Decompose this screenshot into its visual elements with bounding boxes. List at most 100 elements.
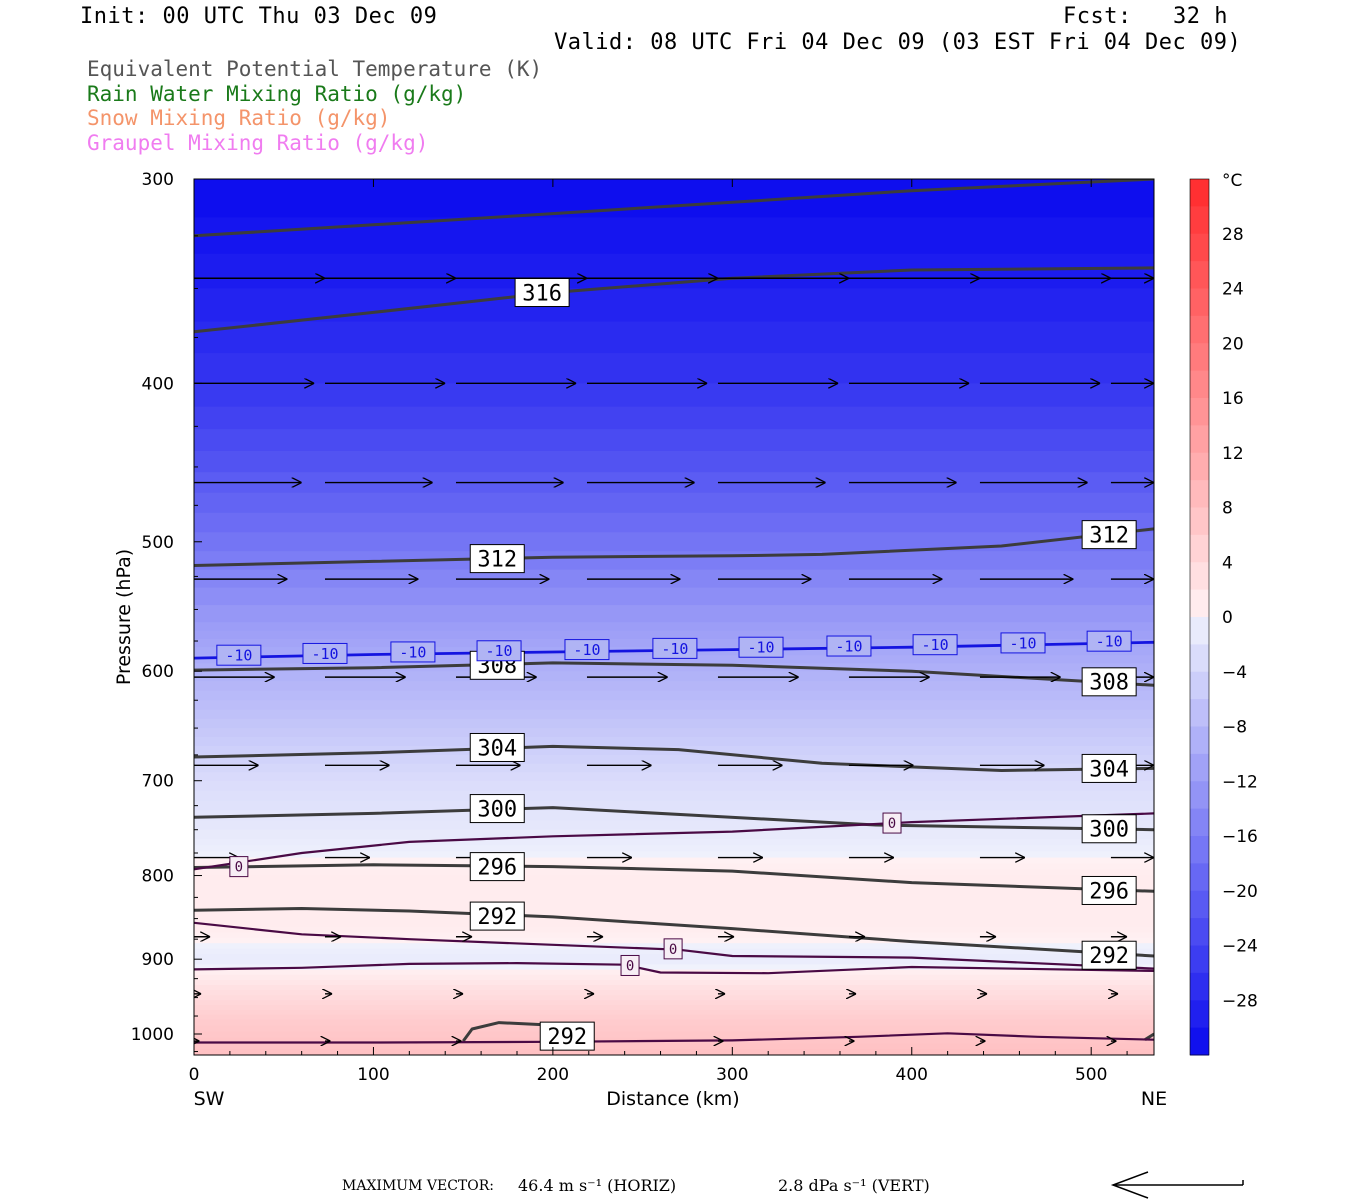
minus10-label: -10 — [1096, 633, 1123, 651]
colorbar-swatch — [1190, 398, 1209, 426]
plot-frame — [193, 178, 1155, 1056]
colorbar-swatch — [1190, 370, 1209, 399]
temperature-band — [194, 718, 1154, 729]
temperature-band — [194, 820, 1154, 831]
y-axis-label: Pressure (hPa) — [113, 549, 135, 685]
theta-e-label-box — [539, 1021, 595, 1051]
colorbar: 28 24 20 16 12 8 4 0 −4 −8 −12 −16 −20 −24 −28 °C — [1189, 171, 1258, 1056]
colorbar-swatch — [1190, 288, 1209, 317]
temperature-band — [194, 918, 1154, 928]
temperature-band — [194, 901, 1154, 911]
temperature-band — [194, 383, 1154, 408]
temperature-band — [194, 845, 1154, 853]
temperature-band — [194, 851, 1154, 859]
colorbar-tick-label: −16 — [1222, 827, 1258, 847]
colorbar-swatch — [1190, 261, 1209, 289]
minus10-label: -10 — [1009, 634, 1036, 652]
minus10-label: -10 — [225, 647, 252, 665]
colorbar-unit: °C — [1222, 171, 1242, 191]
x-axis-label: Distance (km) — [606, 1088, 739, 1110]
x-endpoint-right: NE — [1141, 1088, 1167, 1110]
temperature-band — [194, 964, 1154, 971]
temperature-band — [194, 1019, 1154, 1027]
colorbar-tick-label: −8 — [1222, 718, 1247, 738]
temperature-band — [194, 985, 1154, 991]
temperature-band — [194, 450, 1154, 473]
theta-e-contour — [194, 266, 1154, 334]
colorbar-swatch — [1190, 179, 1209, 207]
temperature-band — [194, 995, 1154, 1001]
theta-e-label: 316 — [522, 281, 562, 306]
colorbar-swatch — [1190, 726, 1209, 755]
temperature-band — [194, 763, 1154, 773]
colorbar-swatch — [1190, 206, 1209, 235]
colorbar-tick-label: −24 — [1222, 937, 1258, 957]
minus10-label-box — [826, 635, 872, 657]
y-tick-label: 700 — [142, 772, 174, 792]
minus10-label: -10 — [399, 643, 426, 661]
forecast-hour: Fcst: 32 h — [1063, 4, 1228, 29]
x-tick-label: 400 — [896, 1065, 928, 1085]
legend-rain-water: Rain Water Mixing Ratio (g/kg) — [87, 82, 467, 106]
colorbar-swatch — [1190, 644, 1209, 673]
temperature-band — [194, 1009, 1154, 1016]
x-tick-label: 200 — [537, 1065, 569, 1085]
colorbar-swatch — [1190, 315, 1209, 344]
colorbar-swatch — [1190, 781, 1209, 810]
colorbar-swatch — [1190, 1000, 1209, 1029]
temperature-band — [194, 1025, 1154, 1033]
colorbar-tick-label: −20 — [1222, 882, 1258, 902]
colorbar-tick-label: 28 — [1222, 225, 1244, 245]
temperature-band — [194, 1043, 1154, 1050]
temperature-band — [194, 587, 1154, 606]
minus10-label-box — [216, 644, 262, 666]
temperature-band — [194, 709, 1154, 720]
temperature-band — [194, 406, 1154, 430]
zero-label: 0 — [235, 860, 243, 876]
colorbar-swatch — [1190, 589, 1209, 618]
temperature-band — [194, 772, 1154, 782]
temperature-band — [194, 884, 1154, 894]
minus10-label-box — [1000, 632, 1046, 654]
max-vector-label: MAXIMUM VECTOR: — [342, 1178, 494, 1194]
valid-time: Valid: 08 UTC Fri 04 Dec 09 (03 EST Fri … — [554, 30, 1242, 55]
temperature-band — [194, 893, 1154, 903]
theta-e-label-box — [469, 544, 525, 574]
theta-e-label-box — [469, 794, 525, 824]
theta-e-label-box — [1081, 753, 1137, 783]
theta-e-label: 300 — [1089, 818, 1129, 843]
temperature-band — [194, 857, 1154, 865]
minus10-label-box — [564, 639, 610, 661]
colorbar-swatch — [1190, 562, 1209, 591]
legend-theta-e: Equivalent Potential Temperature (K) — [87, 57, 543, 81]
temperature-band — [194, 869, 1154, 877]
minus10-label-box — [738, 636, 784, 658]
temperature-band — [194, 959, 1154, 966]
x-tick-label: 500 — [1075, 1065, 1107, 1085]
minus10-label: -10 — [835, 637, 862, 655]
legend-snow: Snow Mixing Ratio (g/kg) — [87, 106, 391, 130]
x-tick-label: 100 — [357, 1065, 389, 1085]
temperature-band — [194, 671, 1154, 682]
temperature-band — [194, 321, 1154, 354]
x-tick-label: 0 — [189, 1065, 200, 1085]
theta-e-contour — [194, 527, 1154, 567]
colorbar-swatch — [1190, 507, 1209, 536]
y-tick-label: 1000 — [131, 1025, 174, 1045]
legend-graupel: Graupel Mixing Ratio (g/kg) — [87, 131, 429, 155]
colorbar-tick-label: 0 — [1222, 608, 1233, 628]
theta-e-label: 304 — [477, 736, 517, 761]
theta-e-contour — [194, 179, 1154, 238]
temperature-band — [194, 737, 1154, 747]
colorbar-swatch — [1190, 425, 1209, 454]
temperature-band — [194, 1031, 1154, 1039]
minus10-label-box — [1086, 630, 1132, 652]
colorbar-tick-label: 12 — [1222, 444, 1244, 464]
colorbar-tick-label: 4 — [1222, 553, 1233, 573]
temperature-band — [194, 429, 1154, 452]
colorbar-swatch — [1190, 863, 1209, 892]
colorbar-swatch — [1190, 836, 1209, 864]
theta-e-contour — [194, 806, 1154, 832]
theta-e-label-box — [469, 732, 525, 762]
temperature-band — [194, 1049, 1154, 1055]
